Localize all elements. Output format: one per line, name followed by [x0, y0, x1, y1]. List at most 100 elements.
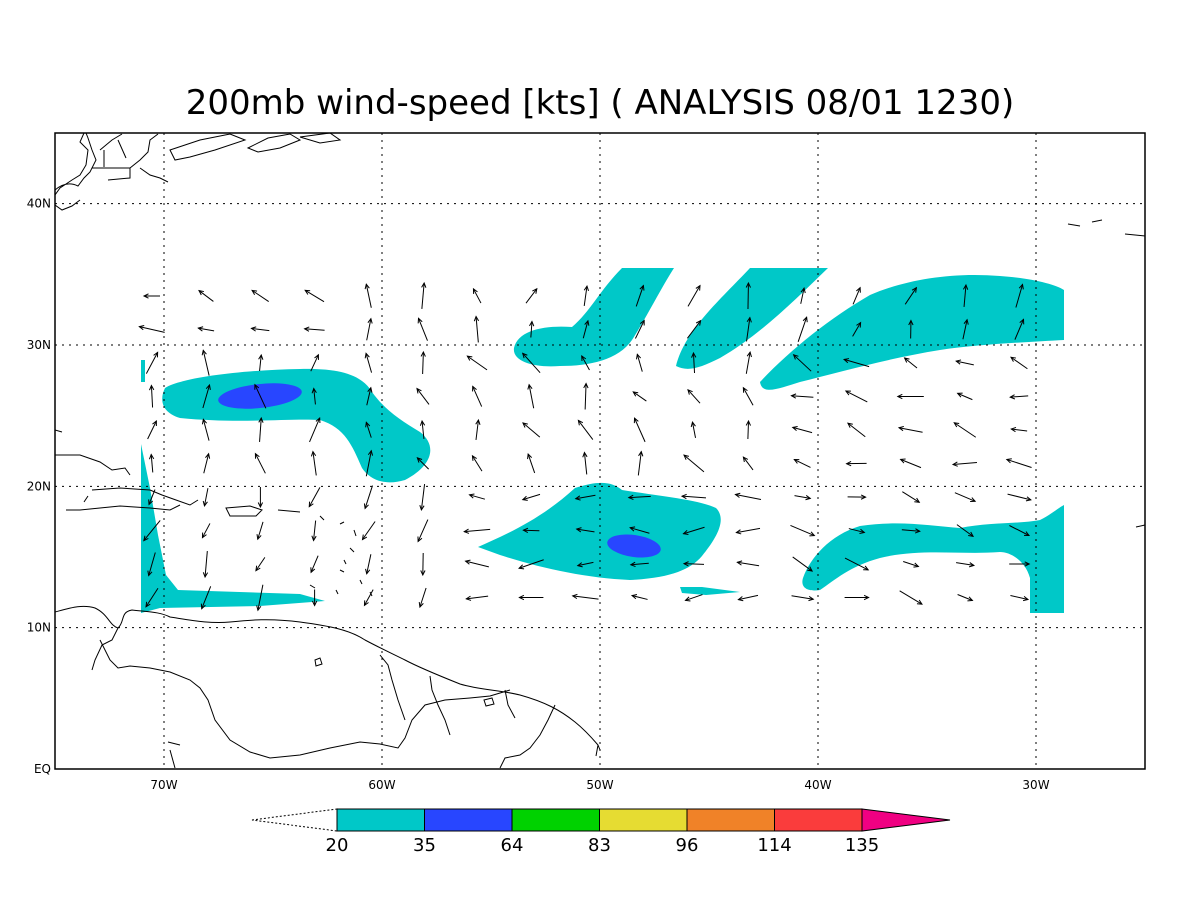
colorbar-swatch — [424, 808, 513, 832]
wind-vector-arrow — [522, 422, 541, 438]
wind-vector-arrow — [634, 319, 645, 339]
wind-vector-arrow — [366, 317, 373, 341]
wind-vector-arrow — [844, 557, 870, 571]
lesser-antilles — [309, 515, 373, 597]
colorbar-level-label: 83 — [588, 835, 611, 856]
wind-vector-arrow — [148, 489, 156, 506]
colorbar-level-label: 35 — [413, 835, 436, 856]
colorbar-level-label: 135 — [845, 835, 879, 856]
wind-vector-arrow — [197, 326, 215, 332]
wind-vector-arrow — [365, 554, 372, 575]
wind-vector-arrow — [420, 552, 426, 577]
wind-vector-arrow — [903, 561, 920, 568]
wind-vector-arrow — [366, 386, 373, 406]
wind-vector-arrow — [680, 493, 707, 500]
wind-vector-arrow — [364, 283, 372, 308]
wind-vector-arrow — [690, 421, 697, 438]
chart-title: 200mb wind-speed [kts] ( ANALYSIS 08/01 … — [186, 83, 1014, 123]
wind-vector-arrow — [201, 523, 211, 539]
jet-region-northeast-band-2 — [676, 268, 828, 369]
wind-vector-arrow — [1009, 394, 1029, 400]
wind-vector-arrow — [682, 561, 705, 567]
wind-vector-arrow — [577, 419, 594, 440]
wind-vector-arrow — [421, 281, 427, 309]
wind-vector-arrow — [311, 589, 318, 607]
south-america-coast — [55, 605, 601, 757]
wind-vector-arrow — [365, 421, 372, 438]
wind-vector-arrow — [529, 320, 535, 338]
wind-vector-arrow — [736, 560, 760, 567]
wind-vector-arrow — [574, 494, 596, 501]
wind-vector-arrow — [792, 556, 814, 572]
wind-vector-arrow — [525, 287, 538, 304]
wind-vector-arrow — [902, 491, 921, 503]
wind-vector-arrow — [687, 388, 701, 404]
wind-vector-arrow — [899, 590, 923, 605]
wind-vector-arrow — [256, 521, 264, 541]
wind-vector-arrow — [201, 349, 210, 376]
wind-vector-arrow — [203, 452, 211, 474]
lon-tick-label: 30W — [1022, 778, 1049, 792]
wind-vector-arrow — [149, 384, 155, 408]
plot-frame — [54, 132, 1146, 770]
wind-vector-arrow — [897, 425, 923, 433]
wind-vector-arrow — [417, 519, 429, 543]
wind-vector-arrow — [957, 594, 974, 602]
wind-vector-arrow — [956, 524, 975, 538]
latitude-axis-labels: EQ 10N 20N 30N 40N — [27, 197, 51, 776]
greater-antilles — [55, 429, 301, 517]
wind-vector-arrow — [1009, 525, 1031, 537]
wind-vector-arrow — [737, 594, 759, 602]
south-america-borders — [91, 627, 556, 769]
wind-vector-arrow — [899, 458, 922, 469]
jet-region-caribbean-west — [141, 444, 325, 613]
wind-vector-arrow — [844, 594, 870, 601]
wind-vector-arrow — [686, 319, 702, 339]
wind-vector-arrow — [793, 459, 811, 468]
wind-vector-arrow — [575, 527, 595, 533]
lon-tick-label: 70W — [150, 778, 177, 792]
wind-vector-arrow — [303, 326, 325, 332]
wind-vector-arrow — [852, 286, 861, 305]
wind-vector-arrow — [364, 352, 373, 373]
nova-scotia — [169, 133, 342, 161]
wind-vector-arrow — [255, 557, 266, 572]
wind-vector-arrow — [903, 357, 918, 369]
wind-vector-arrow — [138, 324, 165, 333]
wind-vector-arrow — [904, 286, 918, 305]
us-northeast-coast — [55, 133, 97, 211]
wind-vector-arrow — [250, 326, 270, 332]
wind-vector-arrow — [637, 450, 644, 476]
wind-vector-arrow — [518, 594, 544, 601]
wind-vector-arrow — [311, 387, 317, 405]
wind-vector-arrow — [852, 321, 862, 337]
wind-vector-arrow — [471, 454, 483, 472]
wind-vector-arrow — [682, 526, 705, 535]
wind-speed-shading — [141, 268, 1064, 613]
wind-vector-arrow — [1014, 318, 1025, 340]
colorbar-swatch — [774, 808, 863, 832]
wind-vector-arrow — [956, 562, 976, 568]
wind-vector-arrow — [687, 284, 701, 307]
wind-vector-arrow — [790, 393, 814, 399]
jet-region-northeast — [760, 274, 1064, 390]
jet-region-edge-sliver — [141, 360, 145, 382]
wind-vector-arrow — [417, 317, 428, 341]
colorbar-level-label: 20 — [326, 835, 349, 856]
wind-vector-arrow — [145, 351, 159, 374]
wind-vector-arrow — [201, 418, 210, 441]
wind-vector-arrow — [464, 559, 489, 568]
wind-vector-arrow — [258, 353, 264, 372]
wind-vector-arrow — [472, 287, 482, 304]
wind-vector-arrow — [847, 422, 866, 438]
plot-area — [55, 133, 1145, 769]
colorbar-lower-arrow — [251, 808, 338, 832]
wind-vector-arrow — [581, 354, 590, 371]
wind-vector-arrow — [257, 487, 264, 509]
wind-vector-arrow — [311, 520, 317, 542]
color-legend-bar: 20 35 64 83 96 114 135 — [251, 808, 951, 856]
wind-vector-arrow — [954, 492, 977, 503]
wind-vector-arrow — [845, 460, 867, 467]
wind-vector-arrow — [583, 284, 589, 306]
